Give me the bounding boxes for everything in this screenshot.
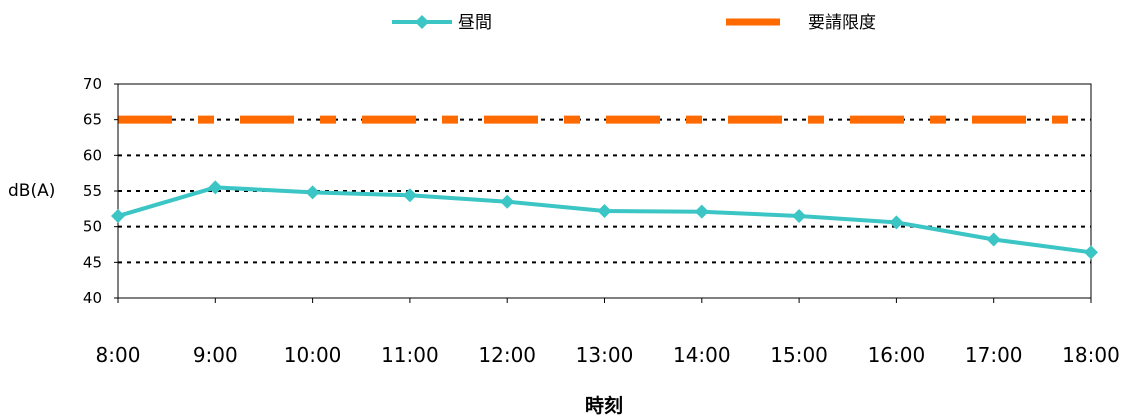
data-point [1084, 245, 1098, 260]
x-axis-ticks: 8:00 9:00 10:00 11:00 12:00 13:00 14:00 15:00 16… [96, 298, 1120, 367]
x-tick-label: 12:00 [478, 343, 536, 367]
legend: 昼間 要請限度 [392, 13, 876, 33]
data-point [792, 208, 807, 223]
x-tick-label: 16:00 [868, 343, 926, 367]
legend-item-reference: 要請限度 [726, 13, 876, 33]
x-tick-label: 13:00 [576, 343, 634, 367]
x-tick-label: 8:00 [96, 343, 141, 367]
series-line [117, 185, 1092, 255]
y-tick-label: 65 [83, 111, 102, 129]
y-axis-ticks: 40 45 50 55 60 65 70 [83, 75, 118, 307]
x-tick-label: 15:00 [770, 343, 828, 367]
y-tick-label: 60 [83, 146, 102, 164]
y-axis-title: dB(A) [8, 181, 55, 201]
y-tick-label: 55 [83, 182, 102, 200]
legend-reference-label: 要請限度 [808, 13, 876, 33]
y-tick-label: 45 [83, 253, 102, 271]
plot-frame [117, 83, 1092, 299]
y-tick-label: 70 [83, 75, 102, 93]
data-point [694, 204, 709, 219]
data-point [111, 208, 125, 223]
x-tick-label: 18:00 [1062, 343, 1120, 367]
x-tick-label: 14:00 [673, 343, 731, 367]
data-point [597, 203, 612, 218]
data-point [208, 180, 223, 195]
data-point [402, 188, 417, 203]
data-point [889, 215, 904, 230]
y-tick-label: 40 [83, 289, 102, 307]
data-point [305, 185, 320, 200]
data-point [986, 232, 1001, 247]
legend-series-marker [415, 15, 429, 29]
x-tick-label: 10:00 [284, 343, 342, 367]
legend-series-label: 昼間 [458, 13, 492, 33]
series-group [111, 180, 1098, 260]
x-axis-title: 時刻 [585, 394, 623, 417]
x-tick-label: 9:00 [193, 343, 238, 367]
x-tick-label: 11:00 [381, 343, 439, 367]
data-point [500, 194, 515, 209]
legend-item-series: 昼間 [392, 13, 492, 33]
y-tick-label: 50 [83, 218, 102, 236]
x-tick-label: 17:00 [965, 343, 1023, 367]
